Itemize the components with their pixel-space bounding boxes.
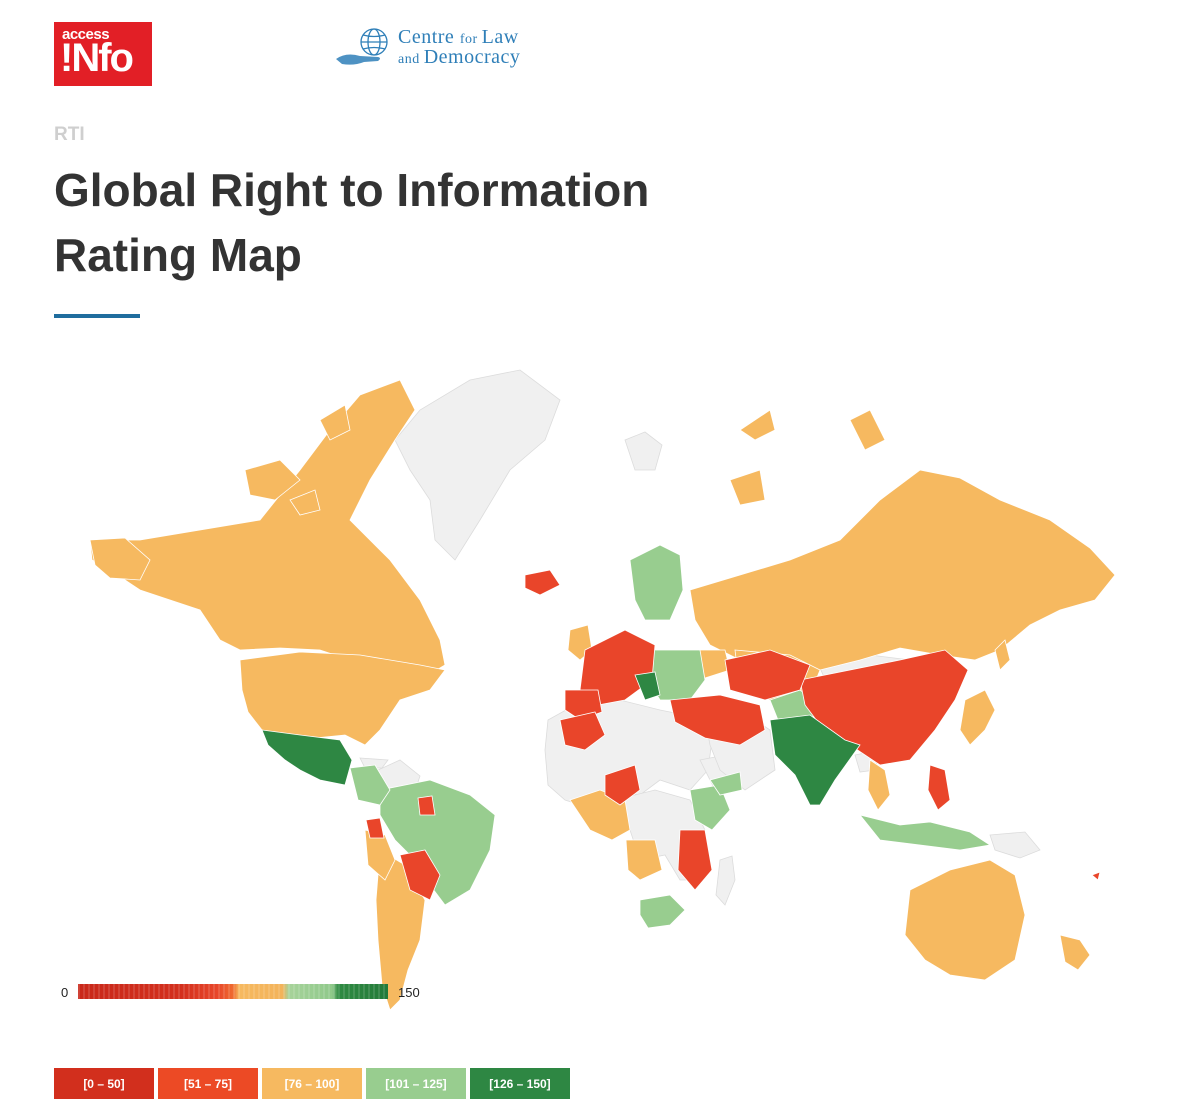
- range-126-150-regions: [261, 671, 861, 806]
- legend: [0 – 50] [51 – 75] [76 – 100] [101 – 125…: [54, 1068, 570, 1099]
- russia-arctic-islands: [729, 409, 886, 506]
- globe-hand-icon: [336, 28, 388, 65]
- scale-max-label: 150: [398, 985, 420, 1000]
- page-title: Global Right to Information Rating Map: [54, 164, 650, 281]
- alaska: [89, 537, 151, 581]
- usa: [239, 651, 446, 746]
- greenland: [394, 369, 561, 561]
- korea-thailand-region: [867, 759, 891, 811]
- japan: [959, 639, 1011, 746]
- caribbean-grey: [359, 757, 389, 769]
- range-76-100-regions: [89, 379, 1116, 1011]
- east-africa-red: [677, 829, 713, 891]
- color-scale-bar: [78, 984, 388, 999]
- venezuela-red: [417, 795, 436, 816]
- access-info-logo[interactable]: access !Nfo: [54, 22, 152, 86]
- west-africa-orange: [569, 789, 631, 841]
- indonesia: [858, 814, 992, 851]
- access-info-logo-small-text: access: [62, 26, 110, 43]
- new-zealand: [1059, 934, 1091, 971]
- bolivia-paraguay: [399, 849, 441, 901]
- brazil: [379, 779, 496, 906]
- scale-min-label: 0: [61, 985, 69, 1000]
- png: [989, 831, 1041, 859]
- legend-item-126-150[interactable]: [126 – 150]: [470, 1068, 570, 1099]
- legend-item-76-100[interactable]: [76 – 100]: [262, 1068, 362, 1099]
- angola: [625, 839, 663, 881]
- access-info-logo-big-text: !Nfo: [60, 36, 134, 80]
- yemen-region: [709, 771, 743, 796]
- south-africa: [639, 894, 686, 929]
- title-underline: [54, 314, 140, 318]
- central-asia-red: [724, 649, 811, 701]
- legend-item-0-50[interactable]: [0 – 50]: [54, 1068, 154, 1099]
- iceland: [524, 569, 561, 596]
- nigeria-region: [604, 764, 641, 806]
- canada-arctic-islands: [244, 404, 351, 516]
- legend-item-51-75[interactable]: [51 – 75]: [158, 1068, 258, 1099]
- canada: [89, 379, 446, 681]
- pacific-dot: [1091, 871, 1101, 881]
- world-rti-map[interactable]: [0, 340, 1196, 1020]
- balkans: [634, 671, 661, 701]
- legend-item-101-125[interactable]: [101 – 125]: [366, 1068, 466, 1099]
- scandinavia: [629, 544, 684, 621]
- kicker-label: RTI: [54, 124, 85, 145]
- philippines: [927, 764, 951, 811]
- range-51-75-regions: [365, 569, 1101, 901]
- centre-for-law-and-democracy-logo[interactable]: Centre for Law and Democracy: [334, 24, 594, 70]
- cld-logo-line2: and Democracy: [398, 46, 521, 68]
- north-africa-west: [559, 711, 606, 751]
- svalbard: [624, 431, 663, 471]
- mexico: [261, 729, 353, 786]
- cld-logo-line1: Centre for Law: [398, 26, 519, 48]
- australia: [904, 859, 1026, 981]
- peru-red: [365, 817, 385, 839]
- madagascar: [715, 855, 736, 906]
- iran-turkey: [669, 694, 766, 746]
- india-region: [769, 714, 861, 806]
- colombia-region: [349, 764, 391, 806]
